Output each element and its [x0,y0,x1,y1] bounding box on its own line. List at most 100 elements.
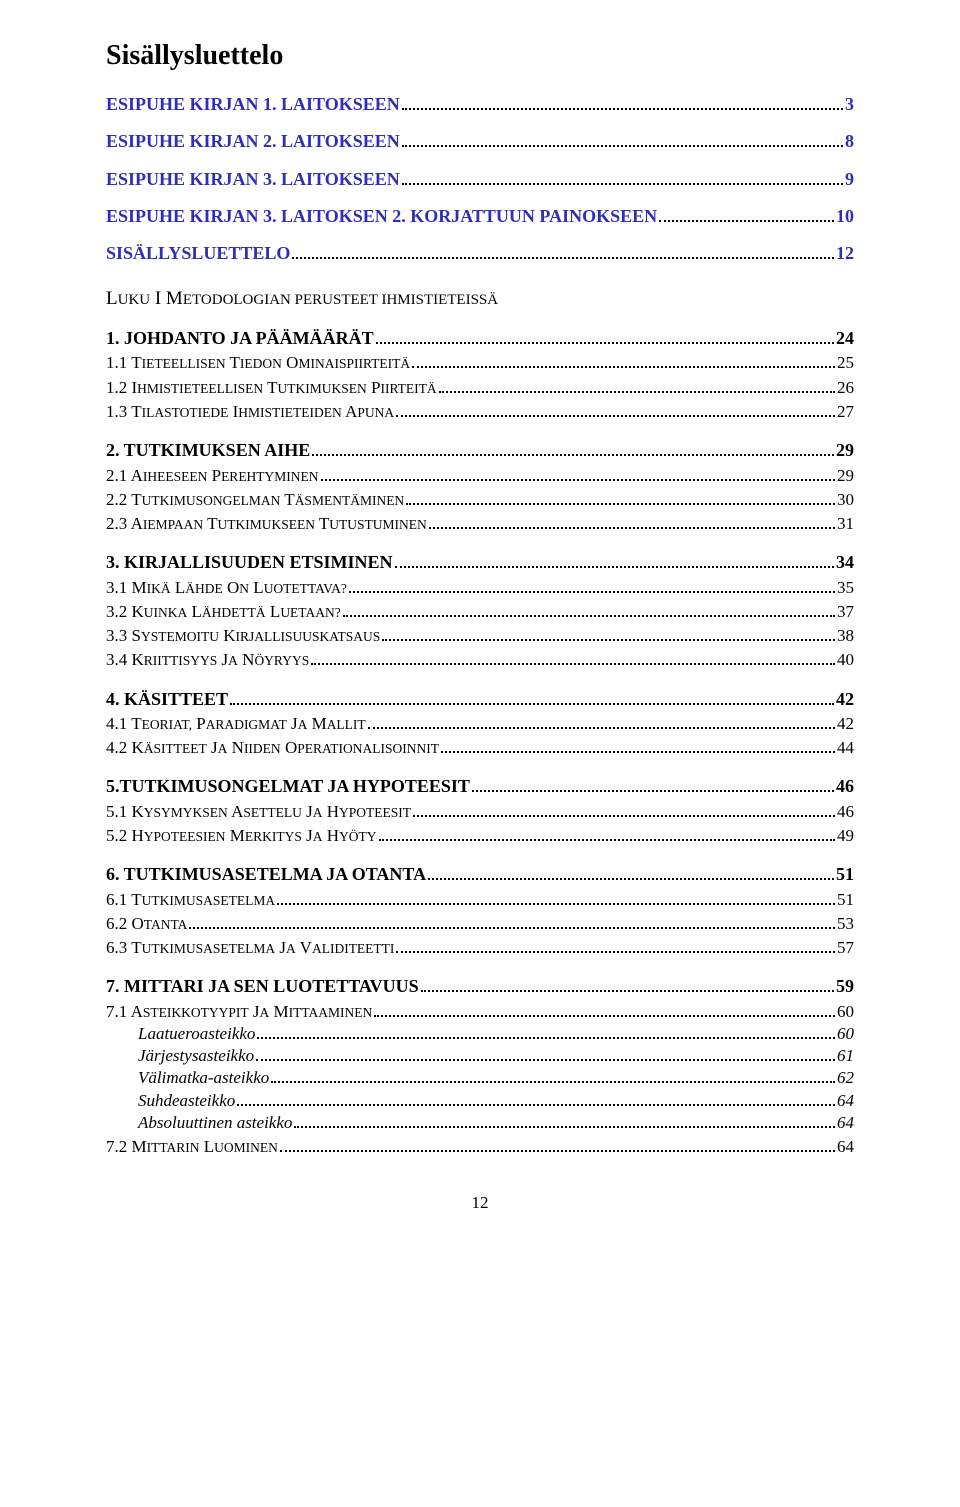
toc-page-number: 51 [837,890,854,910]
toc-leader-dots [429,514,835,529]
toc-label: ESIPUHE KIRJAN 1. LAITOKSEEN [106,94,400,115]
toc-leader-dots [396,938,835,953]
toc-label: 5.TUTKIMUSONGELMAT JA HYPOTEESIT [106,776,470,797]
toc-page-number: 64 [837,1137,854,1157]
toc-label: 3.3 SYSTEMOITU KIRJALLISUUSKATSAUS [106,626,380,646]
toc-entry: Absoluuttinen asteikko 64 [106,1113,854,1133]
toc-entry: 7.1 ASTEIKKOTYYPIT JA MITTAAMINEN60 [106,1001,854,1021]
toc-entry: 5.TUTKIMUSONGELMAT JA HYPOTEESIT46 [106,776,854,797]
toc-entry: 4. KÄSITTEET42 [106,688,854,709]
toc-label: 3. KIRJALLISUUDEN ETSIMINEN [106,552,393,573]
toc-label: 2.3 AIEMPAAN TUTKIMUKSEEN TUTUSTUMINEN [106,514,427,534]
toc-entry: 2. TUTKIMUKSEN AIHE29 [106,440,854,461]
toc-entry: 1.3 TILASTOTIEDE IHMISTIETEIDEN APUNA27 [106,402,854,422]
toc-page-number: 35 [837,578,854,598]
toc-leader-dots [472,776,834,792]
toc-page-number: 59 [836,976,854,997]
toc-page-number: 42 [837,714,854,734]
toc-page-number: 62 [837,1068,854,1088]
toc-leader-dots [376,328,834,344]
toc-entry: SISÄLLYSLUETTELO12 [106,243,854,264]
toc-leader-dots [406,490,835,505]
toc-page-number: 40 [837,650,854,670]
toc-leader-dots [256,1046,835,1061]
toc-label: 7.2 MITTARIN LUOMINEN [106,1137,278,1157]
toc-leader-dots [382,626,835,641]
toc-entry: 5.2 HYPOTEESIEN MERKITYS JA HYÖTY 49 [106,826,854,846]
toc-leader-dots [412,353,835,368]
toc-leader-dots [237,1090,835,1105]
toc-leader-dots [271,1068,835,1083]
toc-page-number: 38 [837,626,854,646]
toc-label: Absoluuttinen asteikko [138,1113,292,1133]
toc-entry: 2.1 AIHEESEEN PEREHTYMINEN29 [106,465,854,485]
toc-label: ESIPUHE KIRJAN 2. LAITOKSEEN [106,131,400,152]
toc-entry: 5.1 KYSYMYKSEN ASETTELU JA HYPOTEESIT46 [106,801,854,821]
toc-label: 1.1 TIETEELLISEN TIEDON OMINAISPIIRTEITÄ [106,353,410,373]
toc-entry: 1. JOHDANTO JA PÄÄMÄÄRÄT24 [106,328,854,349]
toc-entry: 1.2 IHMISTIETEELLISEN TUTKIMUKSEN PIIRTE… [106,377,854,397]
toc-entry: Välimatka-asteikko 62 [106,1068,854,1088]
toc-page-number: 25 [837,353,854,373]
toc-entry: 3.2 KUINKA LÄHDETTÄ LUETAAN? 37 [106,602,854,622]
toc-entry: 2.3 AIEMPAAN TUTKIMUKSEEN TUTUSTUMINEN 31 [106,514,854,534]
toc-page-number: 8 [845,131,854,152]
toc-entry: 7. MITTARI JA SEN LUOTETTAVUUS59 [106,976,854,997]
page-title: Sisällysluettelo [106,40,854,72]
toc-label: ESIPUHE KIRJAN 3. LAITOKSEN 2. KORJATTUU… [106,206,657,227]
toc-page-number: 51 [836,864,854,885]
toc-page-number: 10 [836,206,854,227]
toc-leader-dots [428,864,834,880]
toc-entry: 3.1 MIKÄ LÄHDE ON LUOTETTAVA?35 [106,577,854,597]
toc-leader-dots [402,131,843,147]
toc-entry: 7.2 MITTARIN LUOMINEN 64 [106,1137,854,1157]
toc-leader-dots [311,650,835,665]
toc-page-number: 42 [836,689,854,710]
toc-leader-dots [402,94,843,110]
toc-leader-dots [379,826,835,841]
toc-entry: Järjestysasteikko 61 [106,1046,854,1066]
toc-leader-dots [659,206,834,222]
toc-page-number: 61 [837,1046,854,1066]
toc-leader-dots [257,1024,835,1039]
toc-page-number: 64 [837,1113,854,1133]
toc-leader-dots [292,243,834,259]
toc-label: 1.2 IHMISTIETEELLISEN TUTKIMUKSEN PIIRTE… [106,378,437,398]
table-of-contents: ESIPUHE KIRJAN 1. LAITOKSEEN3ESIPUHE KIR… [106,94,854,1157]
toc-page-number: 9 [845,169,854,190]
toc-page-number: 49 [837,826,854,846]
toc-entry: 4.2 KÄSITTEET JA NIIDEN OPERATIONALISOIN… [106,738,854,758]
toc-label: 5.1 KYSYMYKSEN ASETTELU JA HYPOTEESIT [106,802,411,822]
toc-entry: ESIPUHE KIRJAN 3. LAITOKSEEN9 [106,168,854,189]
toc-entry: ESIPUHE KIRJAN 1. LAITOKSEEN 3 [106,94,854,115]
toc-page-number: 26 [837,378,854,398]
toc-label: 3.2 KUINKA LÄHDETTÄ LUETAAN? [106,602,341,622]
toc-leader-dots [413,801,835,816]
toc-entry: 2.2 TUTKIMUSONGELMAN TÄSMENTÄMINEN30 [106,490,854,510]
toc-page-number: 31 [837,514,854,534]
toc-entry: 3. KIRJALLISUUDEN ETSIMINEN 34 [106,552,854,573]
toc-leader-dots [280,1137,835,1152]
toc-leader-dots [230,688,834,704]
toc-label: 1.3 TILASTOTIEDE IHMISTIETEIDEN APUNA [106,402,394,422]
toc-page-number: 44 [837,738,854,758]
toc-leader-dots [277,889,835,904]
toc-leader-dots [343,602,835,617]
toc-label: 3.4 KRIITTISYYS JA NÖYRYYS [106,650,309,670]
toc-label: 7.1 ASTEIKKOTYYPIT JA MITTAAMINEN [106,1002,372,1022]
toc-entry: 6.2 OTANTA53 [106,914,854,934]
toc-leader-dots [395,552,834,568]
toc-entry: 6. TUTKIMUSASETELMA JA OTANTA51 [106,864,854,885]
toc-leader-dots [294,1113,835,1128]
toc-page-number: 53 [837,914,854,934]
toc-page-number: 3 [845,94,854,115]
toc-page-number: 37 [837,602,854,622]
toc-entry: 6.1 TUTKIMUSASETELMA 51 [106,889,854,909]
toc-label: 5.2 HYPOTEESIEN MERKITYS JA HYÖTY [106,826,377,846]
toc-label: 6.1 TUTKIMUSASETELMA [106,890,275,910]
toc-entry: ESIPUHE KIRJAN 3. LAITOKSEN 2. KORJATTUU… [106,206,854,227]
toc-label: 2.2 TUTKIMUSONGELMAN TÄSMENTÄMINEN [106,490,404,510]
toc-entry: ESIPUHE KIRJAN 2. LAITOKSEEN 8 [106,131,854,152]
toc-page-number: 34 [836,552,854,573]
toc-leader-dots [421,976,834,992]
